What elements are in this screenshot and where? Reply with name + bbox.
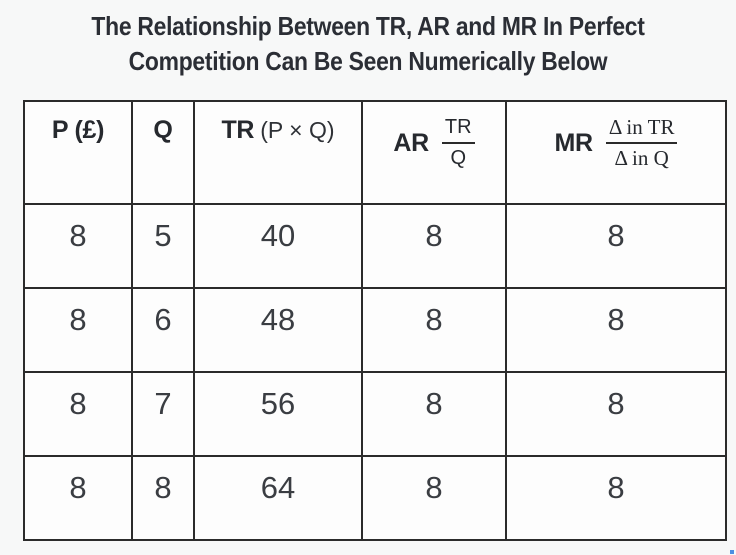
cell-tr: 56 [193,371,363,457]
tr-ar-mr-table: P (£) Q TR (P × Q) AR TR Q MR [23,100,727,541]
cell-p: 8 [23,371,133,457]
column-header-p: P (£) [23,100,133,205]
table-row: 8 7 56 8 8 [23,371,727,457]
cell-q: 7 [131,371,195,457]
cell-p: 8 [23,455,133,541]
mr-header-group: MR Δ in TR Δ in Q [555,116,678,170]
cell-p: 8 [23,203,133,289]
column-header-ar-label: AR [393,128,429,157]
title-line-2: Competition Can Be Seen Numerically Belo… [128,46,608,76]
table-row: 8 5 40 8 8 [23,203,727,289]
ar-header-group: AR TR Q [393,116,475,170]
table-row: 8 6 48 8 8 [23,287,727,373]
ar-fraction-denominator: Q [450,147,467,169]
column-header-tr-label: TR [221,116,255,144]
cell-q: 6 [131,287,195,373]
title-line-1: The Relationship Between TR, AR and MR I… [91,11,645,41]
column-header-mr-label: MR [554,128,594,157]
cell-mr: 8 [505,287,727,373]
cell-q: 8 [131,455,195,541]
tr-formula: (P × Q) [260,117,335,143]
corner-artifact-dot [730,550,734,554]
column-header-q: Q [131,100,195,205]
header-row: P (£) Q TR (P × Q) AR TR Q MR [23,100,727,205]
page-title: The Relationship Between TR, AR and MR I… [0,9,736,79]
cell-tr: 64 [193,455,363,541]
table-row: 8 8 64 8 8 [23,455,727,541]
ar-fraction-numerator: TR [441,116,475,144]
cell-ar: 8 [361,287,507,373]
cell-p: 8 [23,287,133,373]
cell-mr: 8 [505,203,727,289]
mr-fraction-denominator: Δ in Q [614,146,669,170]
cell-tr: 40 [193,203,363,289]
cell-mr: 8 [505,455,727,541]
cell-q: 5 [131,203,195,289]
column-header-mr: MR Δ in TR Δ in Q [505,100,727,205]
mr-fraction-numerator: Δ in TR [605,116,678,144]
cell-mr: 8 [505,371,727,457]
cell-ar: 8 [361,203,507,289]
column-header-tr: TR (P × Q) [193,100,363,205]
cell-ar: 8 [361,371,507,457]
column-header-q-label: Q [153,116,173,144]
column-header-ar: AR TR Q [361,100,507,205]
cell-ar: 8 [361,455,507,541]
cell-tr: 48 [193,287,363,373]
mr-fraction: Δ in TR Δ in Q [605,116,678,170]
ar-fraction: TR Q [441,116,475,170]
column-header-p-label: P (£) [51,116,105,144]
